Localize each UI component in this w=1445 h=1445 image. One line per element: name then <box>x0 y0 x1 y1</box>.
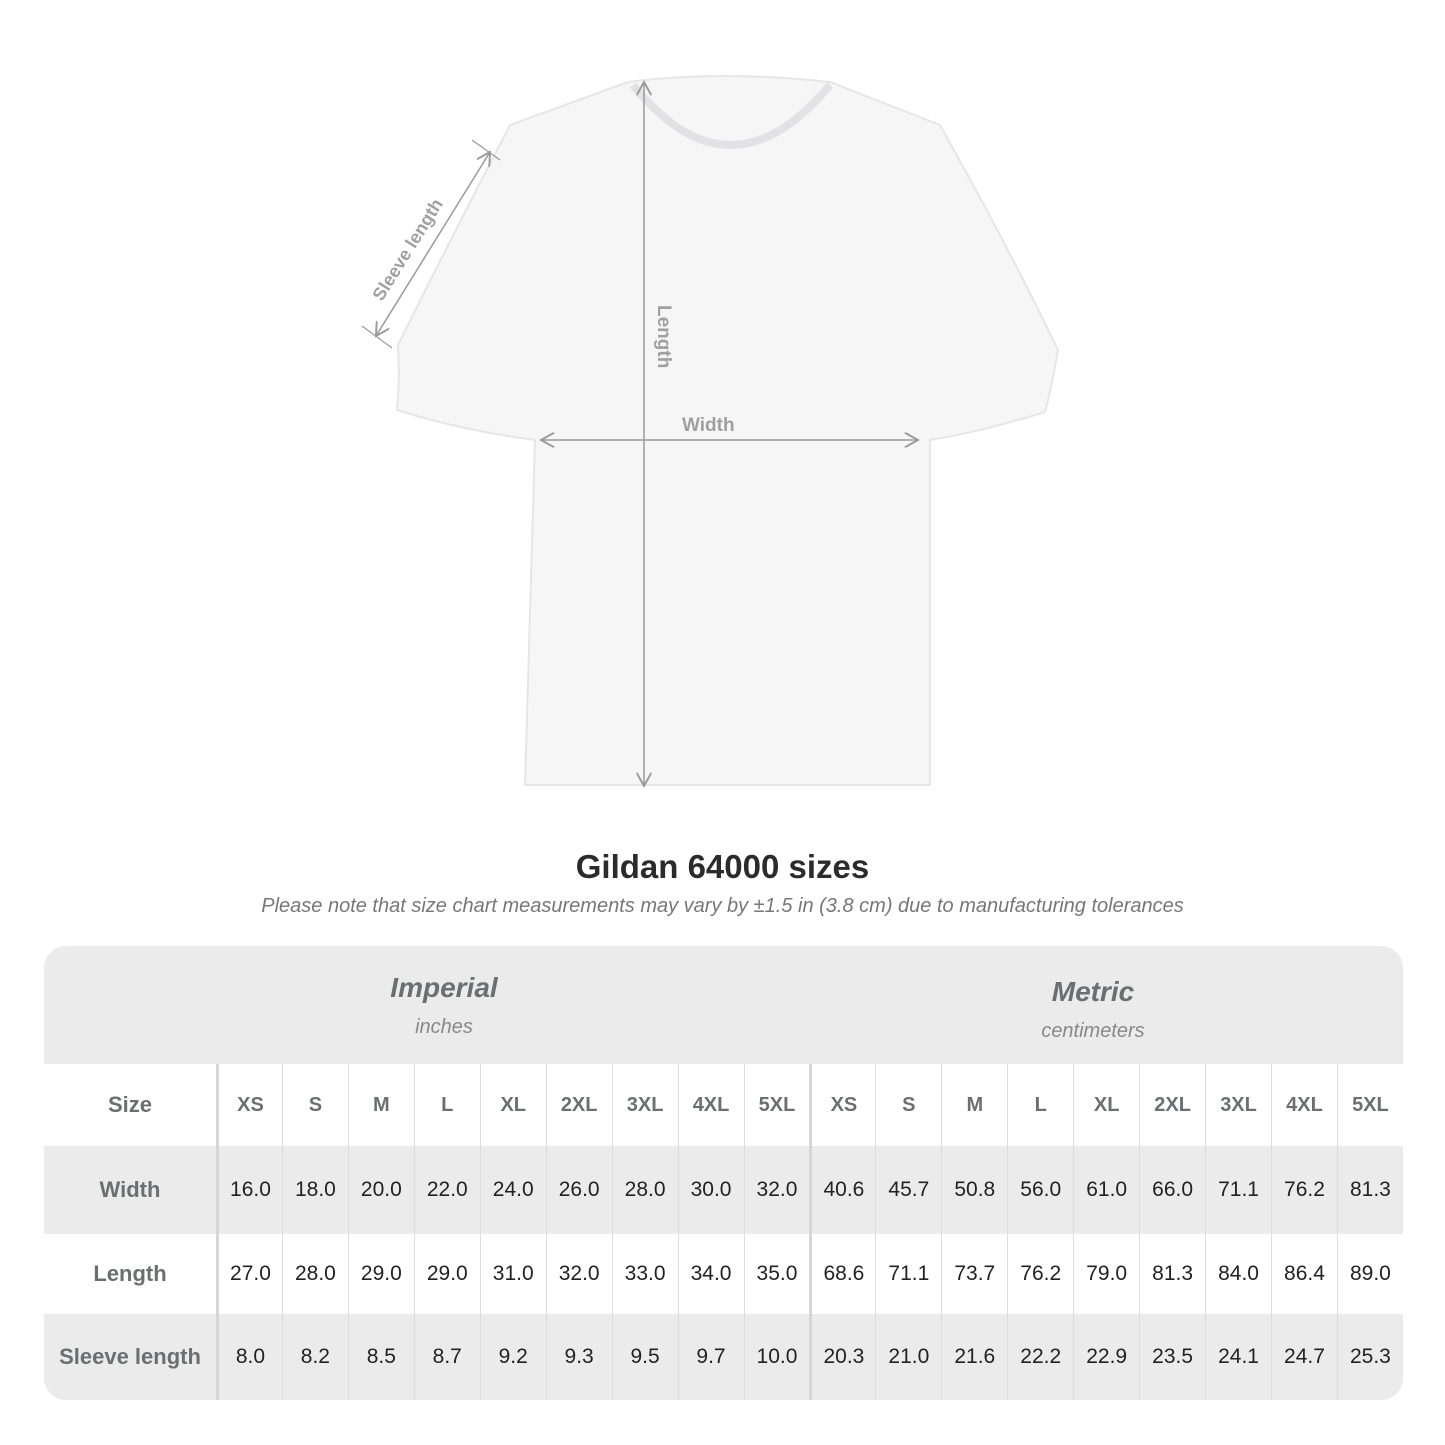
table-cell: 9.3 <box>545 1314 612 1400</box>
table-cell: 9.5 <box>611 1314 678 1400</box>
size-header: L <box>413 1064 480 1146</box>
table-cell: 71.1 <box>875 1234 941 1314</box>
table-cell: 26.0 <box>545 1146 612 1234</box>
table-cell: 9.7 <box>677 1314 744 1400</box>
row-label: Sleeve length <box>59 1344 201 1369</box>
table-cell: 34.0 <box>677 1234 744 1314</box>
tshirt-diagram: Sleeve length Length Width <box>361 75 1060 820</box>
tshirt-shape <box>395 75 1060 786</box>
table-cell: 16.0 <box>216 1146 282 1234</box>
table-cell: 76.2 <box>1271 1146 1337 1234</box>
table-cell: 28.0 <box>281 1234 348 1314</box>
table-cell: 25.3 <box>1336 1314 1403 1400</box>
table-cell: 35.0 <box>743 1234 810 1314</box>
size-table: Imperial inches Metric centimeters Size X… <box>44 946 1403 1400</box>
table-cell: 29.0 <box>413 1234 480 1314</box>
length-label: Length <box>653 305 674 368</box>
row-label: Length <box>93 1261 167 1286</box>
size-header: L <box>1007 1064 1073 1146</box>
size-header: S <box>875 1064 941 1146</box>
table-cell: 31.0 <box>479 1234 546 1314</box>
table-cell: 86.4 <box>1271 1234 1337 1314</box>
imperial-unit: inches <box>415 1016 473 1038</box>
table-cell: 33.0 <box>611 1234 678 1314</box>
table-cell: 8.2 <box>281 1314 348 1400</box>
page-title: Gildan 64000 sizes <box>575 848 870 885</box>
size-header: 4XL <box>677 1064 744 1146</box>
table-cell: 24.7 <box>1271 1314 1337 1400</box>
size-header: XL <box>1073 1064 1139 1146</box>
table-cell: 20.0 <box>347 1146 414 1234</box>
tolerance-note: Please note that size chart measurements… <box>261 895 1184 917</box>
table-cell: 56.0 <box>1007 1146 1073 1234</box>
row-label: Width <box>99 1177 161 1202</box>
size-header: 5XL <box>1336 1064 1403 1146</box>
table-cell: 66.0 <box>1139 1146 1205 1234</box>
table-cell: 89.0 <box>1336 1234 1403 1314</box>
size-header: 2XL <box>545 1064 612 1146</box>
table-cell: 40.6 <box>809 1146 875 1234</box>
table-cell: 29.0 <box>347 1234 414 1314</box>
table-cell: 71.1 <box>1205 1146 1271 1234</box>
table-cell: 21.6 <box>941 1314 1007 1400</box>
table-cell: 68.6 <box>809 1234 875 1314</box>
table-cell: 22.0 <box>413 1146 480 1234</box>
imperial-header: Imperial inches <box>244 972 644 1039</box>
size-header: M <box>941 1064 1007 1146</box>
table-cell: 9.2 <box>479 1314 546 1400</box>
table-cell: 30.0 <box>677 1146 744 1234</box>
table-cell: 84.0 <box>1205 1234 1271 1314</box>
sleeve-length-arrow <box>376 152 490 336</box>
metric-header: Metric centimeters <box>893 976 1293 1043</box>
size-header: 5XL <box>743 1064 810 1146</box>
table-cell: 23.5 <box>1139 1314 1205 1400</box>
table-cell: 8.5 <box>347 1314 414 1400</box>
size-header: S <box>281 1064 348 1146</box>
table-cell: 27.0 <box>216 1234 282 1314</box>
imperial-label: Imperial <box>390 972 498 1003</box>
table-cell: 24.0 <box>479 1146 546 1234</box>
table-header-row: Size XS S M L XL 2XL 3XL 4XL 5XL XS S M L XL 2XL 3XL 4XL 5… <box>44 1064 1403 1146</box>
size-header: XS <box>809 1064 875 1146</box>
table-cell: 21.0 <box>875 1314 941 1400</box>
table-cell: 32.0 <box>743 1146 810 1234</box>
size-header: 4XL <box>1271 1064 1337 1146</box>
size-header: 2XL <box>1139 1064 1205 1146</box>
table-cell: 20.3 <box>809 1314 875 1400</box>
table-cell: 45.7 <box>875 1146 941 1234</box>
size-header: 3XL <box>611 1064 678 1146</box>
table-row: Length 27.0 28.0 29.0 29.0 31.0 32.0 33.0 34.0 35… <box>44 1234 1403 1314</box>
size-header: XS <box>216 1064 282 1146</box>
table-cell: 73.7 <box>941 1234 1007 1314</box>
collar <box>629 82 834 149</box>
table-cell: 10.0 <box>743 1314 810 1400</box>
table-row: Width 16.0 18.0 20.0 22.0 24.0 26.0 28.0 30.0 32.… <box>44 1146 1403 1234</box>
metric-unit: centimeters <box>1041 1020 1145 1042</box>
table-cell: 81.3 <box>1139 1234 1205 1314</box>
table-cell: 8.0 <box>216 1314 282 1400</box>
table-cell: 24.1 <box>1205 1314 1271 1400</box>
table-cell: 32.0 <box>545 1234 612 1314</box>
size-header: M <box>347 1064 414 1146</box>
size-header: XL <box>479 1064 546 1146</box>
width-label: Width <box>682 415 735 436</box>
table-cell: 79.0 <box>1073 1234 1139 1314</box>
size-header: 3XL <box>1205 1064 1271 1146</box>
table-cell: 22.2 <box>1007 1314 1073 1400</box>
table-row: Sleeve length 8.0 8.2 8.5 8.7 9.2 9.3 9.5 9.7 10.… <box>44 1314 1403 1400</box>
table-cell: 76.2 <box>1007 1234 1073 1314</box>
table-cell: 8.7 <box>413 1314 480 1400</box>
table-cell: 81.3 <box>1336 1146 1403 1234</box>
table-cell: 22.9 <box>1073 1314 1139 1400</box>
table-cell: 61.0 <box>1073 1146 1139 1234</box>
metric-label: Metric <box>1051 976 1135 1007</box>
table-cell: 28.0 <box>611 1146 678 1234</box>
table-cell: 18.0 <box>281 1146 348 1234</box>
row-label: Size <box>107 1092 153 1117</box>
table-cell: 50.8 <box>941 1146 1007 1234</box>
